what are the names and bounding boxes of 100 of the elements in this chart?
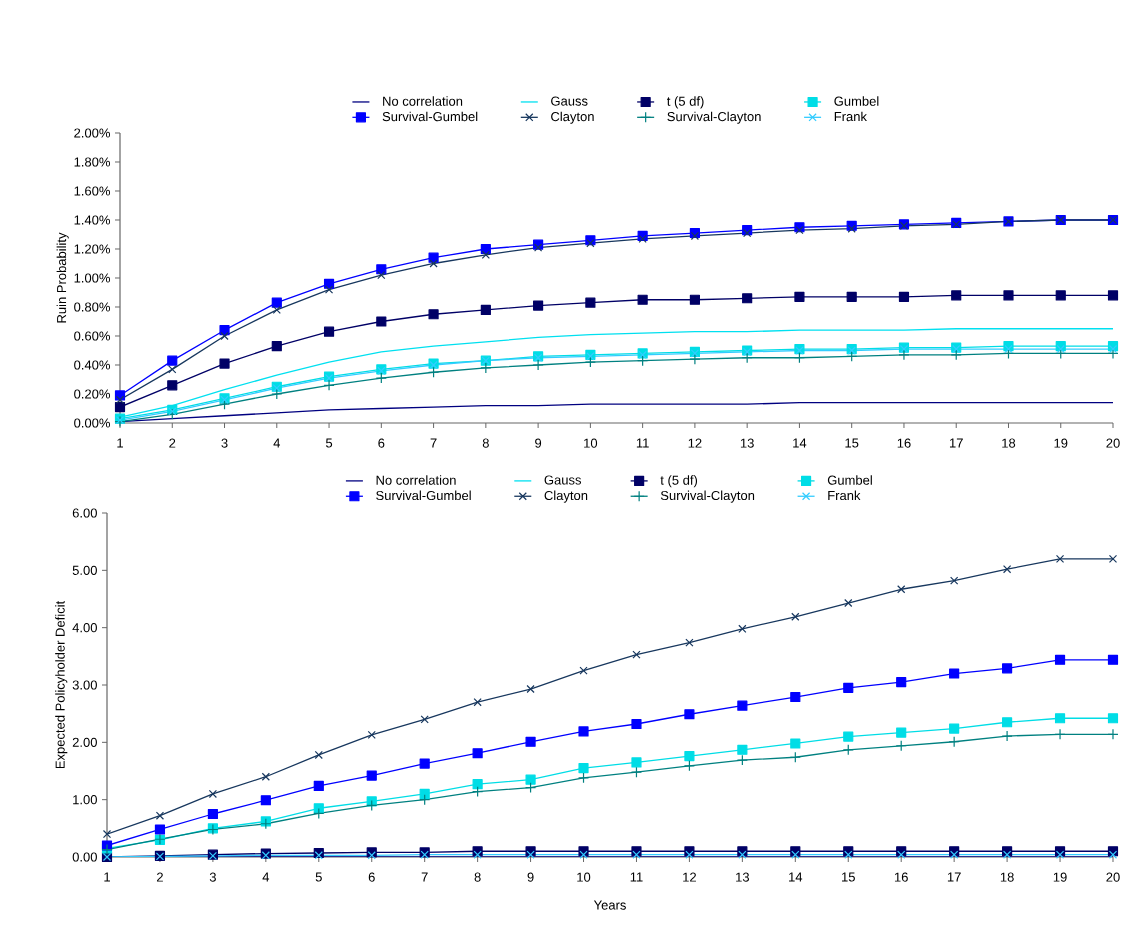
x-tick-label: 7	[421, 872, 428, 882]
point	[742, 293, 753, 304]
y-tick-label: 1.00	[73, 795, 97, 805]
point	[896, 677, 907, 688]
point	[949, 723, 960, 734]
point	[685, 638, 694, 647]
legend-label: Survival-Gumbel	[376, 490, 471, 501]
x-tick-label: 3	[221, 438, 228, 448]
point	[684, 751, 695, 762]
point	[897, 850, 906, 859]
point	[737, 744, 748, 755]
point	[419, 794, 431, 806]
x-tick-label: 4	[262, 872, 270, 882]
x-tick-label: 13	[736, 872, 750, 882]
point	[637, 294, 648, 305]
point	[791, 850, 800, 859]
point	[793, 352, 806, 364]
x-tick-label: 14	[793, 438, 807, 448]
y-tick-label: 6.00	[72, 508, 97, 518]
legend-label: Gauss	[551, 96, 588, 106]
point	[366, 770, 377, 781]
point	[419, 788, 430, 800]
y-tick-label: 4.00	[72, 623, 97, 633]
point	[843, 682, 854, 693]
y-tick-label: 0.60%	[74, 331, 110, 341]
point	[114, 401, 126, 413]
x-tick-label: 15	[845, 438, 859, 448]
point	[950, 850, 959, 859]
x-tick-label: 20	[1106, 438, 1120, 448]
point	[532, 359, 544, 371]
point	[102, 829, 112, 839]
x-tick-label: 12	[683, 872, 696, 882]
point	[1054, 713, 1066, 724]
point	[578, 726, 589, 737]
x-tick-label: 6	[378, 438, 385, 448]
point	[1055, 290, 1066, 301]
x-tick-label: 11	[636, 438, 649, 448]
point	[685, 850, 694, 859]
point	[1107, 654, 1119, 665]
point	[737, 700, 748, 711]
point	[155, 811, 165, 820]
x-tick-label: 8	[474, 872, 481, 882]
x-tick-label: 1	[117, 438, 123, 448]
point	[1108, 554, 1118, 563]
legend-label: t (5 df)	[667, 96, 704, 109]
point	[586, 239, 595, 248]
point	[631, 718, 642, 730]
x-tick-label: 18	[1000, 872, 1014, 882]
point	[896, 727, 907, 738]
point	[1003, 290, 1014, 301]
point	[533, 243, 543, 252]
point	[684, 709, 695, 720]
y-tick-label: 1.60%	[74, 186, 110, 196]
x-tick-label: 19	[1053, 872, 1067, 882]
point	[738, 850, 747, 859]
point	[950, 349, 962, 361]
point	[950, 576, 959, 585]
point	[1002, 717, 1013, 728]
legend-label: Survival-Gumbel	[382, 111, 478, 122]
x-tick-label: 18	[1002, 438, 1016, 448]
point	[1002, 663, 1013, 674]
point	[525, 736, 536, 747]
point	[377, 270, 386, 280]
point	[1002, 565, 1012, 574]
point	[1107, 290, 1119, 301]
legend-label: Clayton	[544, 490, 588, 503]
point	[741, 352, 753, 364]
point	[844, 598, 853, 608]
point	[630, 766, 643, 778]
point	[949, 668, 960, 679]
point	[208, 789, 218, 799]
point	[472, 786, 484, 798]
point	[323, 326, 335, 337]
legend-label: t (5 df)	[660, 475, 698, 488]
point	[585, 297, 596, 308]
point	[313, 780, 324, 791]
point	[631, 757, 642, 768]
point	[637, 355, 649, 367]
y-axis-title: Ruin Probability	[56, 232, 69, 323]
point	[367, 851, 376, 860]
point	[579, 666, 588, 675]
point	[842, 744, 854, 756]
point	[480, 304, 491, 315]
legend-label: Gauss	[544, 475, 582, 485]
x-tick-label: 2	[169, 438, 176, 448]
x-tick-label: 8	[482, 438, 489, 448]
y-tick-label: 2.00%	[74, 128, 110, 138]
point	[1054, 728, 1066, 740]
point	[579, 850, 588, 859]
x-tick-label: 2	[156, 872, 163, 882]
legend-label: No correlation	[376, 475, 456, 485]
point	[271, 297, 282, 308]
x-tick-label: 20	[1106, 872, 1120, 882]
point	[895, 740, 907, 752]
x-tick-label: 4	[273, 438, 281, 448]
point	[1002, 850, 1012, 859]
y-tick-label: 1.00%	[74, 273, 110, 283]
point	[481, 250, 490, 259]
point	[526, 850, 535, 859]
legend-label: Survival-Clayton	[660, 490, 755, 503]
